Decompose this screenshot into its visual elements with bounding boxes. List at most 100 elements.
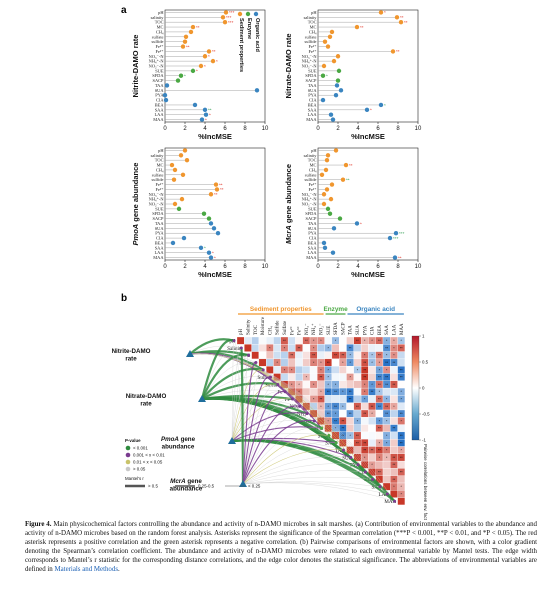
heatmap-cell [295, 366, 303, 374]
mantel-edge [231, 362, 256, 442]
heatmap-cell [375, 460, 384, 469]
heatmap-cell [397, 351, 406, 360]
x-tick-label: 6 [376, 126, 380, 132]
materials-methods-link[interactable]: Materials and Methods [54, 565, 119, 573]
heatmap-cell [390, 395, 398, 403]
variable-label: CIA [156, 98, 164, 103]
column-label: NH₄⁺ [311, 323, 317, 335]
plot-frame [164, 147, 266, 261]
mantel-edge [201, 347, 242, 400]
lollipop-point [331, 226, 337, 231]
variable-label: TAA [155, 221, 165, 226]
target-node [290, 397, 294, 401]
heatmap-cell [353, 380, 362, 389]
variable-label: sulfide [305, 177, 317, 182]
heatmap-cell [390, 431, 398, 440]
heatmap-asterisk: ** [363, 376, 366, 380]
column-label: SUA [356, 325, 361, 335]
variable-label: PYA [155, 231, 164, 236]
heatmap-cell [353, 387, 362, 396]
heatmap-cell [266, 358, 274, 367]
mantel-edge [231, 383, 278, 442]
lollipop-point [340, 177, 346, 182]
heatmap-asterisk: * [401, 397, 403, 401]
lollipop-point [335, 54, 341, 59]
lollipop-point [172, 201, 178, 207]
variable-label: SFDA [305, 211, 317, 216]
x-tick-label: 4 [203, 264, 207, 270]
heatmap-cell [368, 453, 376, 462]
x-tick-label: 2 [183, 126, 187, 132]
colorbar-tick-label: 0.5 [422, 360, 429, 365]
heatmap-cell [317, 344, 325, 352]
variable-label: CIA [309, 236, 317, 241]
heatmap-asterisk: * [298, 383, 300, 387]
heatmap-asterisk: * [386, 441, 388, 445]
response-node-mcra [239, 480, 247, 487]
heatmap-cell [287, 336, 296, 345]
heatmap-asterisk: * [328, 405, 330, 409]
heatmap-asterisk: * [401, 492, 403, 496]
response-label2-nitrite: rate [125, 356, 137, 363]
lollipop-point [190, 68, 196, 74]
lollipop-point [354, 221, 360, 226]
heatmap-asterisk: * [364, 339, 366, 343]
heatmap-cell [353, 409, 362, 418]
significance-mark: ** [214, 192, 218, 197]
column-label: CIA [371, 326, 376, 335]
response-label2-nitrate: rate [140, 401, 152, 408]
lollipop-point [320, 73, 326, 78]
x-tick-label: 8 [396, 126, 400, 132]
heatmap-asterisk: * [371, 383, 373, 387]
variable-label: SACP [153, 78, 165, 83]
variable-label: PYA [308, 231, 317, 236]
heatmap-asterisk: * [364, 354, 366, 358]
y-axis-title: McrA gene abundance [284, 164, 293, 244]
heatmap-asterisk: * [386, 397, 388, 401]
lollipop-point [319, 172, 325, 177]
variable-label: BEA [308, 102, 318, 107]
caption-end: . [118, 565, 120, 573]
variable-label: pH [158, 10, 164, 15]
lollipop-point [182, 39, 188, 44]
column-label: Fe²⁺ [289, 326, 295, 335]
variable-label: BEA [155, 240, 165, 245]
lollipop-point [394, 15, 400, 20]
lollipop-point [183, 34, 189, 39]
variable-label: TOC [155, 20, 164, 25]
variable-label: MAA [306, 117, 317, 122]
heatmap-cell [266, 351, 274, 360]
variable-label: sulfate [305, 172, 317, 177]
lollipop-point [333, 148, 339, 153]
x-tick-label: 8 [243, 264, 247, 270]
mantel-edge [231, 398, 293, 442]
y-axis-title: Nitrate-DAMO rate [284, 33, 293, 98]
heatmap-cell [368, 417, 376, 425]
lollipop-point [327, 34, 333, 39]
heatmap-cell [390, 373, 398, 381]
heatmap-cells: ** ** * * * ** * * ** * * ** * ** * * ** ** * **** ** ** ** * * *… [236, 336, 406, 506]
heatmap-cell [295, 336, 303, 345]
heatmap-cell [273, 344, 281, 352]
variable-label: sulfate [152, 172, 164, 177]
lollipop-point [192, 102, 198, 108]
heatmap-asterisk: ** [371, 405, 374, 409]
heatmap-cell [360, 417, 369, 425]
lollipop-point [215, 231, 221, 236]
target-node [247, 353, 251, 357]
heatmap-cell [397, 424, 406, 433]
lollipop-point [330, 117, 336, 122]
column-label: NO₃⁻ [305, 323, 310, 335]
mantel-edge [242, 398, 293, 485]
row-label: NH₄⁺ [297, 411, 309, 417]
lollipop-point [254, 88, 260, 93]
lollipop-point [325, 206, 331, 212]
group-header-sediment-properties: Sediment properties [250, 306, 312, 313]
heatmap-asterisk: ** [378, 383, 381, 387]
lollipop-point [176, 206, 182, 212]
heatmap-cell [251, 336, 260, 345]
row-label: NO₃⁻ [290, 405, 302, 410]
heatmap-cell [353, 344, 362, 352]
lollipop-point [222, 19, 228, 25]
variable-label: MC [157, 163, 164, 168]
